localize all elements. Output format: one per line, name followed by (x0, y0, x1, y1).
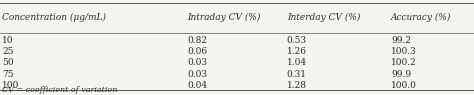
Text: 100.3: 100.3 (391, 47, 417, 56)
Text: 100.0: 100.0 (391, 81, 417, 90)
Text: 0.53: 0.53 (287, 36, 307, 45)
Text: 75: 75 (2, 70, 14, 78)
Text: CV = coefficient of variation: CV = coefficient of variation (2, 86, 118, 94)
Text: 0.04: 0.04 (187, 81, 207, 90)
Text: 0.06: 0.06 (187, 47, 207, 56)
Text: 99.9: 99.9 (391, 70, 411, 78)
Text: 50: 50 (2, 58, 14, 67)
Text: Concentration (μg/mL): Concentration (μg/mL) (2, 13, 106, 22)
Text: 0.31: 0.31 (287, 70, 307, 78)
Text: 100: 100 (2, 81, 19, 90)
Text: Interday CV (%): Interday CV (%) (287, 13, 360, 22)
Text: 0.82: 0.82 (187, 36, 207, 45)
Text: Intraday CV (%): Intraday CV (%) (187, 13, 261, 22)
Text: 99.2: 99.2 (391, 36, 411, 45)
Text: 0.03: 0.03 (187, 70, 207, 78)
Text: 1.28: 1.28 (287, 81, 307, 90)
Text: 100.2: 100.2 (391, 58, 417, 67)
Text: Accuracy (%): Accuracy (%) (391, 13, 451, 22)
Text: 1.04: 1.04 (287, 58, 307, 67)
Text: 0.03: 0.03 (187, 58, 207, 67)
Text: 1.26: 1.26 (287, 47, 307, 56)
Text: 25: 25 (2, 47, 14, 56)
Text: 10: 10 (2, 36, 14, 45)
